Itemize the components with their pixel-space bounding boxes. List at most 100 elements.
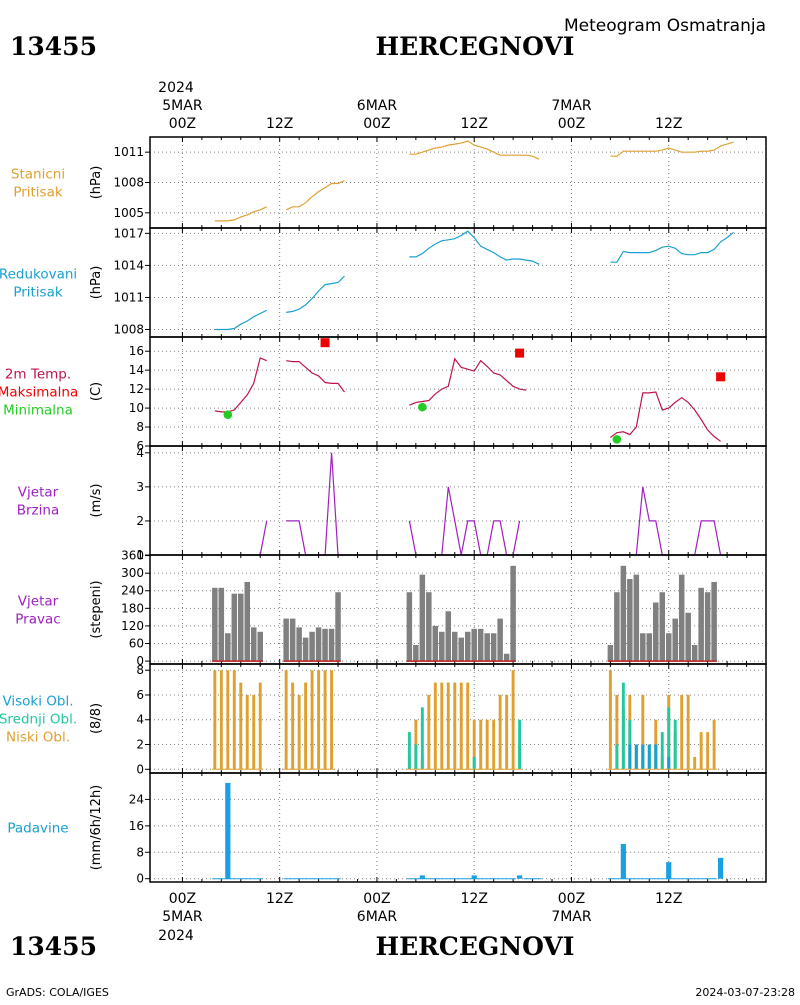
series-line <box>409 140 540 160</box>
cloud-low-bar <box>258 682 262 770</box>
wind-direction-bar <box>607 644 614 662</box>
wind-direction-bar <box>302 637 309 662</box>
cloud-low-bar <box>479 719 483 770</box>
panel-frame <box>149 336 767 447</box>
wind-direction-bar <box>452 631 458 662</box>
cloud-high-bar <box>654 744 658 770</box>
y-tick-label: 10 <box>129 401 144 415</box>
cloud-mid-bar <box>667 707 671 770</box>
wind-direction-bar <box>464 631 471 662</box>
y-tick-label: 120 <box>121 619 144 633</box>
y-tick-label: 14 <box>129 363 144 377</box>
date-label-bottom: 7MAR <box>551 909 592 925</box>
wind-direction-bar <box>289 618 296 662</box>
wind-direction-bar <box>445 611 452 662</box>
y-tick-label: 1 <box>136 548 144 562</box>
wind-direction-bar <box>426 592 432 662</box>
y-tick-label: 1005 <box>113 206 144 220</box>
y-tick-label: 4 <box>136 446 144 460</box>
series-line <box>610 231 734 263</box>
y-tick-label: 300 <box>121 566 144 580</box>
wind-direction-bar <box>315 627 322 662</box>
y-tick-label: 8 <box>136 420 144 434</box>
cloud-low-bar <box>641 694 645 770</box>
precip-bar <box>666 862 672 879</box>
cloud-low-bar <box>245 694 249 770</box>
panel-precipitation: 0 8 16 24 (mm/6h/12h) Padavine <box>7 772 767 886</box>
cloud-mid-bar <box>420 707 424 770</box>
cloud-high-bar <box>667 756 671 770</box>
time-tick-bottom: 00Z <box>363 891 390 907</box>
cloud-high-bar <box>628 744 632 770</box>
wind-direction-bar <box>614 592 620 662</box>
tmax-marker <box>320 338 330 348</box>
wind-direction-bar <box>646 633 653 662</box>
series-line <box>214 309 267 331</box>
date-label-top: 7MAR <box>551 98 592 114</box>
time-tick-top: 12Z <box>655 116 682 132</box>
panel-wind-speed: 1 2 3 4 (m/s) Vjetar Brzina <box>17 445 767 562</box>
cloud-low-bar <box>323 670 327 770</box>
time-tick-bottom: 00Z <box>169 891 196 907</box>
cloud-mid-bar <box>518 719 522 770</box>
y-tick-label: 8 <box>136 845 144 859</box>
wind-direction-bar <box>477 628 484 662</box>
year-top: 2024 <box>158 80 194 96</box>
wind-direction-bar <box>471 628 477 662</box>
y-tick-label: 6 <box>136 688 144 702</box>
cloud-low-bar <box>615 694 619 770</box>
panel-label: Pravac <box>15 612 60 628</box>
timestamp-text: 2024-03-07-23:28 <box>695 986 795 999</box>
y-tick-label: 1017 <box>113 226 144 240</box>
station-name-bottom: HERCEGNOVI <box>375 932 574 961</box>
panel-frame <box>149 663 767 774</box>
wind-direction-bar <box>322 628 328 662</box>
wind-direction-bar <box>659 592 666 662</box>
tmin-marker <box>418 402 427 412</box>
cloud-low-bar <box>284 670 288 770</box>
panel-label: Niski Obl. <box>6 730 70 746</box>
cloud-low-bar <box>485 719 489 770</box>
panel-label: Padavine <box>7 821 68 837</box>
panel-frame <box>149 227 767 338</box>
cloud-low-bar <box>680 694 684 770</box>
y-tick-label: 12 <box>129 382 144 396</box>
tmin-marker <box>612 435 622 444</box>
year-bottom: 2024 <box>158 928 194 944</box>
cloud-high-bar <box>634 744 638 770</box>
y-tick-label: 1011 <box>113 145 144 159</box>
panel-label: Redukovani <box>0 267 77 283</box>
y-tick-label: 240 <box>121 584 144 598</box>
panel-temperature: 6 8 10 12 14 16 (C) 2m Temp. Maksimalna Minimalna <box>0 336 767 453</box>
cloud-low-bar <box>433 682 437 770</box>
panel-label: 2m Temp. <box>5 367 71 383</box>
time-tick-top: 12Z <box>461 116 488 132</box>
cloud-low-bar <box>232 670 236 770</box>
y-tick-label: 0 <box>136 762 144 776</box>
station-id-bottom: 13455 <box>10 932 97 961</box>
panel-label: Maksimalna <box>0 385 78 401</box>
panel-station-pressure: 1005 1008 1011 (hPa) Stanicni Pritisak <box>11 136 767 229</box>
time-tick-top: 00Z <box>169 116 196 132</box>
cloud-low-bar <box>505 694 509 770</box>
cloud-low-bar <box>446 682 450 770</box>
precip-bar <box>620 844 626 879</box>
y-tick-label: 1008 <box>113 176 144 190</box>
cloud-low-bar <box>492 719 496 770</box>
wind-direction-bar <box>218 587 225 662</box>
wind-direction-bar <box>633 574 640 662</box>
panel-label: Minimalna <box>3 403 73 419</box>
y-tick-label: 16 <box>129 344 144 358</box>
y-axis-label: (hPa) <box>89 166 104 200</box>
cloud-mid-bar <box>472 756 476 770</box>
cloud-mid-bar <box>660 732 664 770</box>
panel-label: Visoki Obl. <box>2 694 73 710</box>
panel-label: Pritisak <box>13 285 63 301</box>
station-name-top: HERCEGNOVI <box>375 32 574 61</box>
series-line <box>214 206 267 222</box>
wind-direction-bar <box>406 592 413 662</box>
tmin-marker <box>223 410 233 420</box>
wind-direction-bar <box>257 631 263 662</box>
panel-label: Stanicni <box>11 167 65 183</box>
cloud-low-bar <box>427 694 431 770</box>
